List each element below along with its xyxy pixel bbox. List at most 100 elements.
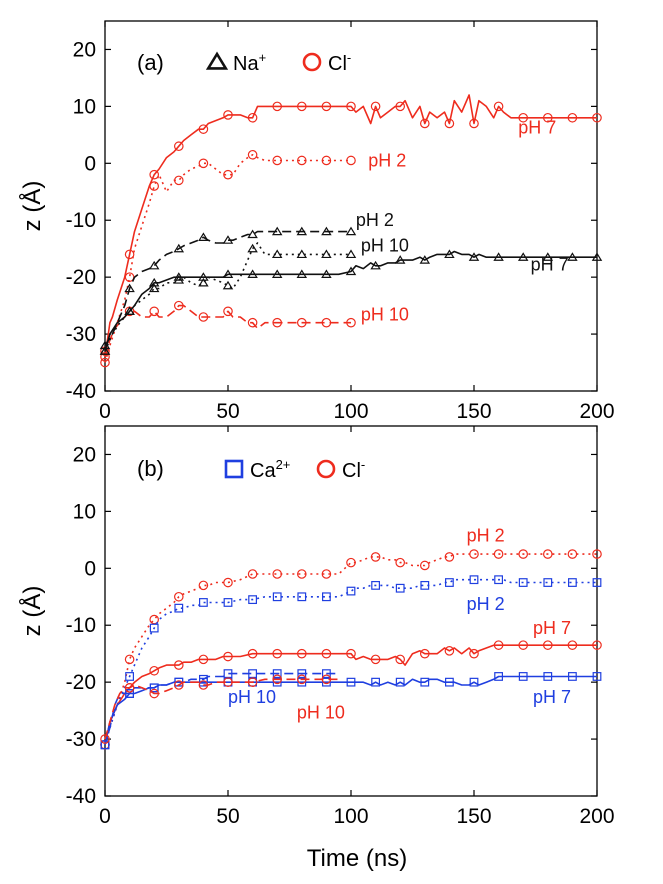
- series-line: [104, 304, 351, 358]
- series-na-ph-10: [99, 242, 357, 355]
- data-point: [517, 252, 529, 261]
- x-tick-label: 0: [99, 400, 111, 423]
- data-point: [346, 648, 356, 659]
- data-point: [346, 317, 356, 328]
- y-tick-label: -30: [66, 323, 96, 346]
- y-tick-label: 10: [73, 500, 96, 523]
- data-point: [271, 226, 283, 236]
- data-point: [199, 598, 208, 607]
- data-point: [321, 226, 332, 236]
- panel-label: (a): [137, 50, 164, 75]
- data-point: [296, 249, 308, 259]
- data-point: [173, 275, 185, 284]
- data-point: [124, 249, 135, 260]
- data-point: [198, 312, 209, 322]
- data-point: [493, 640, 504, 650]
- series-cl-ph-10: [100, 300, 356, 362]
- legend-marker-triangle: [205, 51, 229, 70]
- data-point: [272, 648, 282, 659]
- data-point: [370, 260, 381, 270]
- x-tick-label: 50: [216, 400, 239, 423]
- data-point: [567, 112, 578, 123]
- y-tick-label: -20: [66, 266, 96, 289]
- data-point: [542, 640, 553, 650]
- series-annotation: pH 10: [361, 236, 409, 256]
- data-point: [222, 280, 234, 290]
- series-line: [104, 242, 351, 352]
- data-point: [321, 674, 332, 685]
- data-point: [198, 124, 209, 134]
- data-point: [395, 677, 405, 687]
- series-annotation: pH 2: [356, 210, 394, 230]
- data-point: [469, 549, 479, 559]
- y-axis-title: z (Å): [18, 586, 46, 637]
- data-point: [592, 549, 602, 559]
- data-point: [494, 575, 503, 585]
- series-line: [104, 644, 597, 745]
- data-point: [247, 648, 258, 659]
- series-annotation: pH 10: [297, 703, 345, 723]
- data-point: [518, 549, 528, 559]
- y-tick-label: -20: [66, 671, 96, 694]
- series-annotation: pH 10: [228, 687, 276, 707]
- data-point: [518, 578, 528, 587]
- y-tick-label: 0: [84, 152, 96, 175]
- data-point: [247, 569, 258, 579]
- legend-label: Cl-: [342, 457, 365, 482]
- data-point: [468, 252, 480, 261]
- data-point: [592, 640, 602, 650]
- data-point: [395, 101, 405, 112]
- data-point: [321, 249, 332, 259]
- data-point: [444, 552, 455, 562]
- series-line: [104, 230, 351, 346]
- data-point: [173, 243, 185, 253]
- x-tick-label: 200: [579, 805, 614, 828]
- data-point: [419, 118, 430, 129]
- data-point: [518, 672, 528, 681]
- data-point: [247, 112, 258, 123]
- data-point: [420, 677, 430, 687]
- data-point: [174, 603, 184, 613]
- data-point: [247, 229, 258, 239]
- series-annotation: pH 7: [531, 254, 569, 274]
- data-point: [148, 283, 160, 293]
- data-point: [591, 252, 603, 261]
- data-point: [567, 549, 578, 559]
- data-point: [592, 112, 602, 123]
- y-tick-label: 20: [73, 38, 96, 61]
- data-point: [124, 683, 135, 693]
- data-point: [272, 592, 282, 602]
- data-point: [174, 591, 184, 602]
- data-point: [493, 252, 504, 261]
- data-point: [445, 677, 454, 687]
- data-point: [100, 352, 110, 362]
- data-point: [222, 235, 234, 244]
- x-tick-label: 100: [333, 805, 368, 828]
- data-point: [493, 101, 504, 112]
- data-point: [346, 586, 356, 596]
- data-point: [174, 300, 184, 311]
- data-point: [100, 734, 110, 744]
- data-point: [296, 101, 307, 112]
- data-point: [247, 317, 258, 328]
- data-point: [198, 580, 209, 591]
- data-point: [518, 640, 528, 650]
- data-point: [346, 155, 356, 166]
- series-line: [104, 94, 597, 352]
- data-point: [296, 317, 307, 328]
- y-tick-label: -30: [66, 728, 96, 751]
- y-tick-label: -10: [66, 209, 96, 232]
- data-point: [542, 112, 553, 123]
- panel-label: (b): [137, 456, 164, 481]
- data-point: [149, 169, 159, 180]
- data-point: [247, 677, 258, 687]
- data-point: [174, 175, 184, 186]
- x-tick-label: 150: [456, 805, 491, 828]
- data-point: [100, 740, 110, 750]
- legend-label: Cl-: [328, 50, 351, 75]
- data-point: [174, 141, 184, 152]
- data-point: [272, 674, 282, 685]
- x-axis-title: Time (ns): [307, 845, 407, 872]
